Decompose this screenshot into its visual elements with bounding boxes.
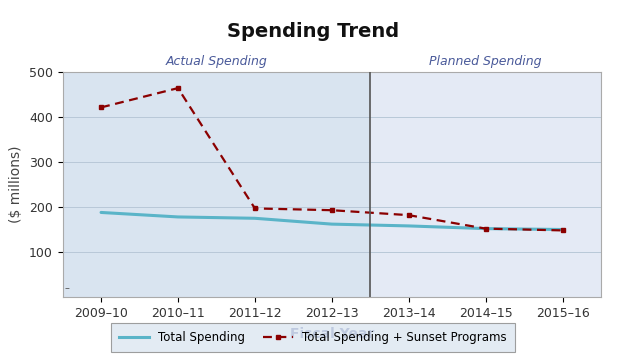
X-axis label: Fiscal Year: Fiscal Year [290,327,374,341]
Line: Total Spending + Sunset Programs: Total Spending + Sunset Programs [99,86,565,232]
Total Spending + Sunset Programs [174,86,182,90]
Text: Actual Spending: Actual Spending [165,55,267,68]
Total Spending [251,216,259,220]
Total Spending [328,222,336,226]
Bar [370,72,601,297]
Y-axis label: ($ millions): ($ millions) [9,146,23,223]
Total Spending + Sunset Programs [482,227,490,231]
Total Spending [559,227,567,232]
Text: Planned Spending: Planned Spending [429,55,542,68]
Total Spending + Sunset Programs [559,228,567,232]
Line: Total Spending: Total Spending [101,212,563,230]
Total Spending [97,210,105,215]
Text: Spending Trend: Spending Trend [227,22,399,41]
Total Spending + Sunset Programs [251,206,259,211]
Total Spending + Sunset Programs [405,213,413,217]
Text: –: – [64,283,69,293]
Total Spending + Sunset Programs [97,105,105,110]
Total Spending [174,215,182,219]
Total Spending [482,227,490,231]
Legend: Total Spending, Total Spending + Sunset Programs: Total Spending, Total Spending + Sunset … [111,323,515,353]
Bar [63,72,370,297]
Total Spending + Sunset Programs [328,208,336,212]
Total Spending [405,224,413,228]
